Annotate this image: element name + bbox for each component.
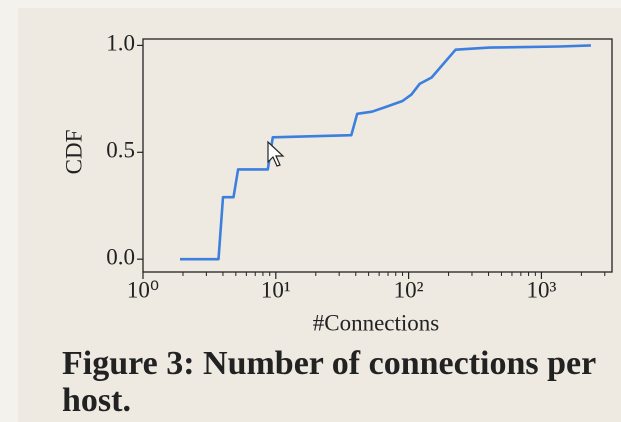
x-tick-label: 10¹ bbox=[261, 277, 291, 302]
y-tick-label: 1.0 bbox=[106, 31, 135, 56]
x-tick-label: 10⁰ bbox=[127, 277, 159, 302]
y-axis-label: CDF bbox=[61, 130, 86, 175]
x-axis-label: #Connections bbox=[313, 310, 440, 335]
x-tick-label: 10³ bbox=[526, 277, 556, 302]
x-tick-label: 10² bbox=[394, 277, 424, 302]
figure-panel bbox=[18, 8, 621, 422]
plot-frame bbox=[142, 38, 613, 273]
y-tick-label: 0.5 bbox=[106, 138, 135, 163]
y-tick-label: 0.0 bbox=[106, 244, 135, 269]
figure-caption: Figure 3: Number of connections per host… bbox=[62, 345, 596, 419]
cdf-line bbox=[180, 44, 591, 261]
